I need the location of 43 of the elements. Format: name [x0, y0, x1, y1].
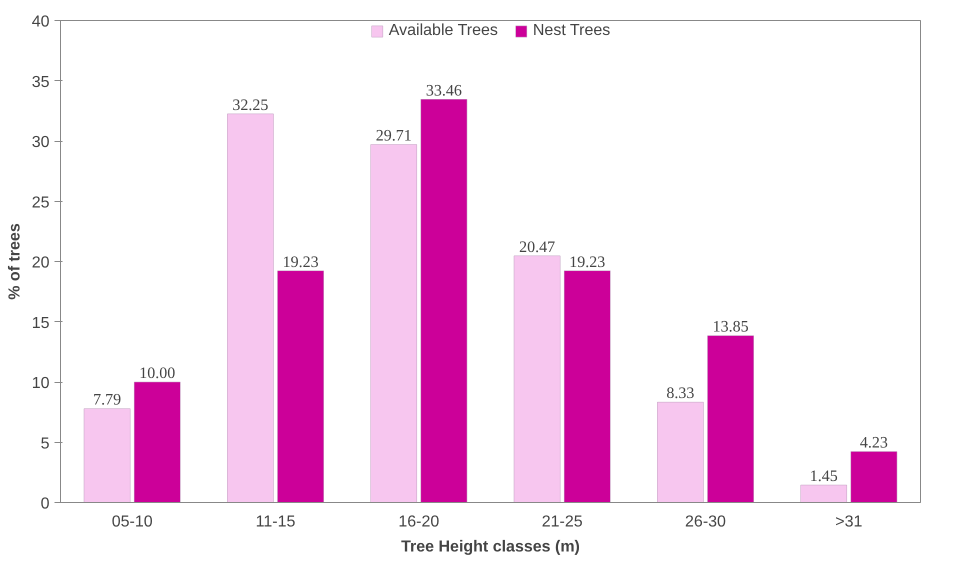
x-tick-label: 26-30: [685, 514, 726, 530]
y-tick-label: 35: [32, 74, 50, 91]
bar: [370, 144, 418, 502]
bar: [564, 270, 611, 502]
data-label: 29.71: [376, 127, 412, 144]
y-tick-label: 15: [32, 314, 50, 332]
data-label: 13.85: [712, 318, 749, 336]
y-tick-label: 20: [32, 254, 50, 272]
data-label: 32.25: [232, 96, 268, 114]
data-label: 20.47: [519, 238, 556, 256]
y-tick-label: 40: [32, 14, 50, 30]
data-label: 33.46: [426, 82, 462, 100]
data-label: 19.23: [569, 254, 606, 271]
x-tick-label: 21-25: [542, 514, 583, 530]
data-label: 1.45: [810, 468, 838, 486]
bar: [134, 382, 181, 502]
bar: [657, 402, 704, 502]
y-axis-title: % of trees: [6, 223, 24, 300]
x-tick-label: >31: [835, 514, 863, 530]
bar: [514, 256, 560, 502]
data-label: 8.33: [666, 385, 694, 402]
bar: [227, 114, 274, 502]
bar: [277, 270, 324, 502]
x-axis-title: Tree Height classes (m): [401, 538, 580, 556]
bar: [850, 451, 898, 502]
bar: [84, 408, 130, 502]
y-tick-label: 5: [40, 435, 50, 452]
y-tick-label: 30: [32, 134, 50, 151]
bar: [707, 335, 754, 502]
bar: [420, 99, 468, 502]
x-tick-label: 11-15: [256, 514, 296, 530]
bar: [800, 484, 848, 502]
y-tick-label: 10: [32, 375, 50, 392]
x-tick-label: 16-20: [398, 514, 440, 530]
y-tick-label: 25: [32, 194, 50, 212]
legend-label: Nest Trees: [532, 22, 610, 40]
data-label: 4.23: [860, 434, 888, 452]
data-label: 7.79: [93, 392, 122, 409]
y-tick-label: 0: [40, 496, 50, 512]
data-label: 19.23: [282, 254, 319, 271]
data-label: 10.00: [139, 365, 176, 382]
x-tick-label: 05-10: [112, 514, 153, 530]
legend-label: Available Trees: [388, 22, 498, 40]
